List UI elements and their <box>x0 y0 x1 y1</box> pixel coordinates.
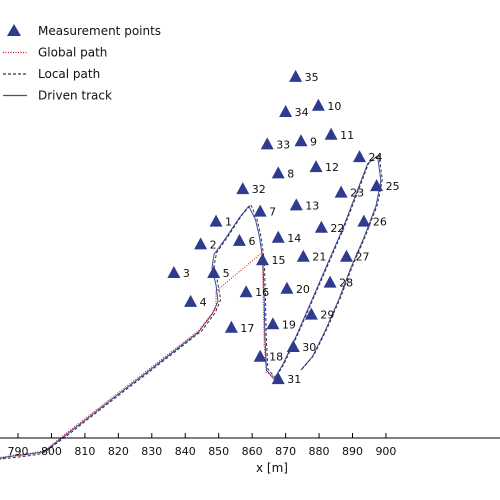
measurement-point-marker <box>256 253 270 266</box>
legend-marker-triangle <box>7 24 21 36</box>
measurement-point-marker <box>280 281 294 294</box>
measurement-point-label: 8 <box>287 167 294 180</box>
measurement-point-label: 25 <box>386 180 400 193</box>
measurement-point-label: 17 <box>240 322 254 335</box>
legend-label: Global path <box>38 46 107 60</box>
x-tick-label: 860 <box>242 445 263 458</box>
measurement-point-marker <box>207 265 221 278</box>
measurement-point-label: 5 <box>223 267 230 280</box>
measurement-point-label: 34 <box>295 106 309 119</box>
measurement-point-label: 7 <box>269 206 276 219</box>
measurement-point-label: 15 <box>272 254 286 267</box>
measurement-point-marker <box>289 198 303 211</box>
measurement-point-label: 35 <box>305 71 319 84</box>
measurement-point-label: 11 <box>340 129 354 142</box>
measurement-point-label: 32 <box>252 183 266 196</box>
measurement-point-marker <box>323 275 337 288</box>
measurement-points-layer: 1234567891011121314151617181920212223242… <box>167 69 400 386</box>
measurement-point-marker <box>271 166 285 179</box>
paths-layer <box>0 154 383 460</box>
x-tick-label: 790 <box>8 445 29 458</box>
measurement-point-label: 3 <box>183 267 190 280</box>
measurement-point-marker <box>339 249 353 262</box>
measurement-point-marker <box>304 307 318 320</box>
measurement-point-label: 1 <box>225 216 232 229</box>
measurement-point-marker <box>314 220 328 233</box>
measurement-point-label: 30 <box>302 341 316 354</box>
measurement-point-label: 2 <box>210 238 217 251</box>
measurement-point-marker <box>253 204 267 217</box>
measurement-point-label: 29 <box>320 309 334 322</box>
measurement-point-label: 31 <box>287 373 301 386</box>
measurement-point-marker <box>184 294 198 307</box>
measurement-point-label: 22 <box>330 222 344 235</box>
measurement-point-marker <box>357 214 371 227</box>
measurement-point-label: 10 <box>327 100 341 113</box>
legend: Measurement points Global path Local path D… <box>3 24 161 103</box>
measurement-point-label: 20 <box>296 283 310 296</box>
legend-label: Local path <box>38 67 100 81</box>
measurement-point-marker <box>224 320 238 333</box>
legend-label: Driven track <box>38 89 112 103</box>
measurement-point-label: 16 <box>255 286 269 299</box>
measurement-point-marker <box>279 104 293 117</box>
x-tick-label: 830 <box>141 445 162 458</box>
measurement-point-label: 6 <box>248 235 255 248</box>
measurement-point-marker <box>324 127 338 140</box>
measurement-point-marker <box>260 137 274 150</box>
measurement-point-label: 23 <box>350 187 364 200</box>
measurement-point-marker <box>194 237 208 250</box>
measurement-point-label: 27 <box>355 251 369 264</box>
measurement-point-marker <box>311 98 325 111</box>
x-axis-label: x [m] <box>256 461 288 475</box>
measurement-point-label: 18 <box>269 351 283 364</box>
x-tick-label: 880 <box>309 445 330 458</box>
x-tick-label: 890 <box>342 445 363 458</box>
measurement-point-marker <box>232 233 246 246</box>
measurement-point-label: 21 <box>312 251 326 264</box>
measurement-point-label: 33 <box>276 138 290 151</box>
measurement-point-marker <box>239 285 253 298</box>
x-tick-label: 820 <box>108 445 129 458</box>
measurement-point-label: 13 <box>305 199 319 212</box>
driven-track-line <box>0 155 382 459</box>
measurement-point-label: 4 <box>200 296 207 309</box>
measurement-point-marker <box>236 182 250 195</box>
measurement-point-marker <box>253 349 267 362</box>
measurement-point-marker <box>289 69 303 82</box>
measurement-point-label: 19 <box>282 318 296 331</box>
measurement-point-label: 12 <box>325 161 339 174</box>
measurement-point-marker <box>271 230 285 243</box>
measurement-point-label: 24 <box>369 151 383 164</box>
measurement-point-marker <box>370 179 384 192</box>
measurement-point-marker <box>167 265 181 278</box>
measurement-point-marker <box>286 340 300 353</box>
measurement-point-marker <box>271 372 285 385</box>
x-tick-label: 800 <box>41 445 62 458</box>
measurement-point-label: 26 <box>373 216 387 229</box>
measurement-point-marker <box>296 249 310 262</box>
measurement-point-marker <box>334 185 348 198</box>
x-axis: 790 800 810 820 830 840 850 860 870 880 890 900 <box>0 433 500 458</box>
measurement-point-marker <box>309 160 323 173</box>
x-tick-label: 850 <box>208 445 229 458</box>
x-tick-label: 900 <box>375 445 396 458</box>
measurement-point-label: 14 <box>287 232 301 245</box>
measurement-point-marker <box>209 214 223 227</box>
measurement-point-label: 9 <box>310 135 317 148</box>
measurement-point-marker <box>353 150 367 163</box>
x-tick-label: 840 <box>175 445 196 458</box>
legend-label: Measurement points <box>38 24 161 38</box>
global-path-line <box>0 252 279 458</box>
measurement-point-label: 28 <box>339 277 353 290</box>
measurement-point-marker <box>266 317 280 330</box>
x-tick-label: 870 <box>275 445 296 458</box>
x-tick-label: 810 <box>74 445 95 458</box>
measurement-point-marker <box>294 134 308 147</box>
